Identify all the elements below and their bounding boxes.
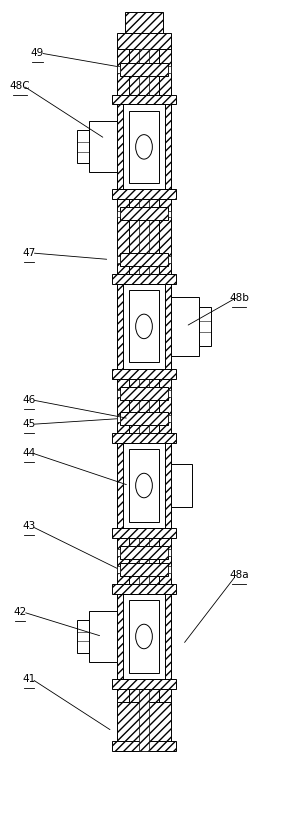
Bar — [112, 369, 176, 379]
Bar — [165, 443, 171, 528]
Bar — [117, 66, 120, 73]
Text: 41: 41 — [22, 674, 35, 684]
Bar — [129, 290, 159, 362]
Bar — [123, 284, 165, 369]
Bar — [165, 104, 171, 189]
Bar — [89, 122, 117, 172]
Bar — [112, 528, 176, 538]
Bar — [168, 211, 171, 217]
Bar — [129, 49, 159, 751]
Bar — [117, 284, 123, 369]
Bar — [120, 387, 168, 400]
Text: 49: 49 — [31, 48, 44, 58]
Bar — [123, 104, 165, 189]
Text: 48b: 48b — [229, 293, 249, 303]
Bar — [125, 12, 163, 33]
Bar — [89, 611, 117, 662]
Text: 48C: 48C — [10, 81, 31, 91]
Bar — [117, 566, 120, 573]
Bar — [117, 689, 171, 702]
Bar — [129, 450, 159, 521]
Bar — [120, 412, 168, 425]
Ellipse shape — [136, 624, 152, 649]
Bar — [117, 549, 120, 556]
Text: 43: 43 — [22, 521, 35, 531]
Bar — [168, 549, 171, 556]
Bar — [129, 601, 159, 672]
Bar — [171, 464, 192, 507]
Bar — [117, 594, 171, 679]
Bar — [77, 620, 89, 653]
Bar — [199, 307, 211, 346]
Bar — [112, 189, 176, 199]
Bar — [112, 95, 176, 104]
Bar — [117, 379, 171, 433]
Ellipse shape — [136, 135, 152, 159]
Bar — [129, 111, 159, 183]
Bar — [120, 563, 168, 576]
Bar — [168, 415, 171, 422]
Bar — [117, 49, 171, 95]
Bar — [112, 274, 176, 284]
Bar — [117, 702, 171, 751]
Text: 48a: 48a — [229, 570, 249, 580]
Text: 46: 46 — [22, 395, 35, 405]
Ellipse shape — [136, 314, 152, 339]
Bar — [112, 741, 176, 751]
Bar — [117, 33, 171, 49]
Bar — [117, 104, 123, 189]
Bar — [168, 390, 171, 397]
Bar — [117, 104, 171, 189]
Bar — [117, 256, 120, 263]
Bar — [117, 538, 171, 584]
Bar — [165, 284, 171, 369]
Bar — [112, 584, 176, 594]
Bar — [123, 443, 165, 528]
Bar — [77, 131, 89, 163]
Bar — [168, 66, 171, 73]
Bar — [117, 594, 123, 679]
Bar — [117, 211, 120, 217]
Bar — [117, 199, 171, 274]
Text: 47: 47 — [22, 248, 35, 258]
Text: 44: 44 — [22, 448, 35, 458]
Bar — [117, 443, 123, 528]
Bar — [117, 284, 171, 369]
Bar — [117, 415, 120, 422]
Text: 45: 45 — [22, 419, 35, 429]
Bar — [117, 443, 171, 528]
Bar — [139, 49, 149, 751]
Ellipse shape — [136, 473, 152, 498]
Bar — [171, 297, 199, 356]
Bar — [120, 253, 168, 266]
Bar — [165, 594, 171, 679]
Bar — [168, 566, 171, 573]
Bar — [120, 546, 168, 559]
Bar — [112, 433, 176, 443]
Bar — [120, 63, 168, 76]
Bar — [120, 207, 168, 220]
Bar — [117, 390, 120, 397]
Bar — [168, 256, 171, 263]
Bar — [112, 679, 176, 689]
Bar — [123, 594, 165, 679]
Text: 42: 42 — [14, 607, 27, 617]
